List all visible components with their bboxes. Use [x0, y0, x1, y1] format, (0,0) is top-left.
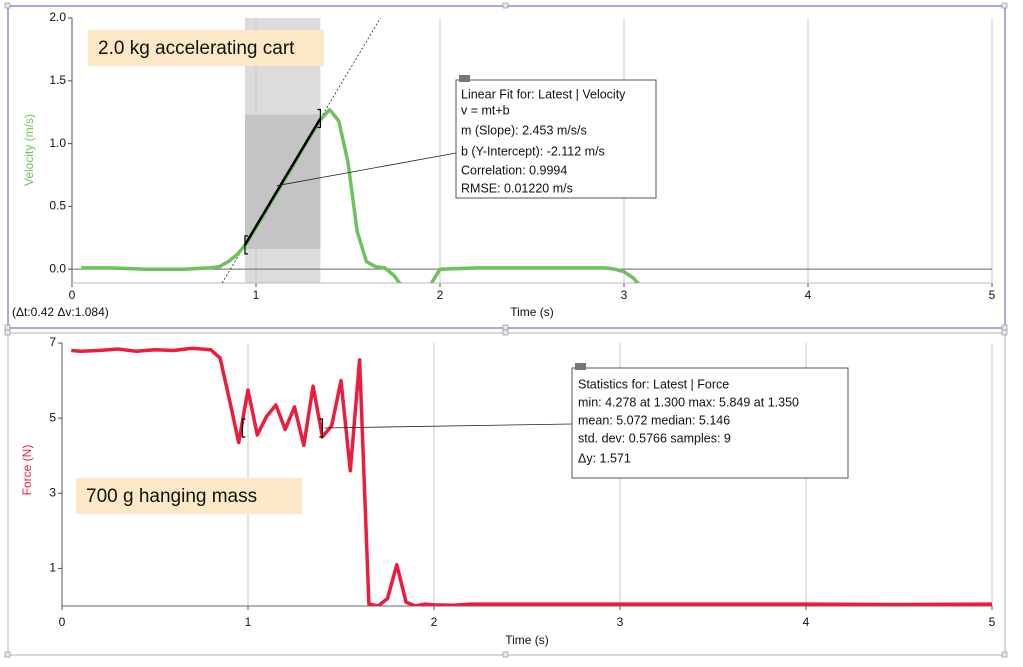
fit-box: Linear Fit for: Latest | Velocity v = mt+… — [455, 75, 657, 199]
x-tick-label: 3 — [621, 288, 628, 302]
x-tick-label: 3 — [617, 615, 624, 629]
x-tick-label: 1 — [253, 288, 260, 302]
y-axis-label: Force (N) — [20, 445, 34, 496]
y-tick-label: 7 — [49, 335, 56, 349]
fit-text: RMSE: 0.01220 m/s — [461, 181, 573, 195]
annotation-box — [76, 478, 302, 514]
y-tick-label: 1.0 — [49, 136, 66, 150]
box-icon — [459, 75, 470, 82]
y-tick-label: 0.0 — [49, 261, 66, 275]
force-graph: 0 1 2 3 4 5 1 3 5 7 Time (s) Force (N) Statistics fo… — [20, 335, 995, 647]
stats-box: Statistics for: Latest | Force min: 4.278… — [571, 363, 849, 479]
annotation-text: 2.0 kg accelerating cart — [98, 38, 295, 59]
y-tick-label: 1 — [49, 561, 56, 575]
y-tick-label: 1.5 — [49, 73, 66, 87]
x-tick-label: 5 — [989, 615, 996, 629]
leader-line — [324, 423, 573, 429]
stats-text: mean: 5.072 median: 5.146 — [578, 413, 730, 427]
leader-line — [276, 152, 457, 187]
fit-line — [243, 117, 322, 246]
fit-text: v = mt+b — [461, 103, 510, 117]
y-tick-label: 5 — [49, 410, 56, 424]
fit-text: Linear Fit for: Latest | Velocity — [461, 87, 626, 101]
selection-bracket — [319, 418, 323, 438]
x-tick-label: 2 — [431, 615, 438, 629]
velocity-graph: 0 1 2 3 4 5 0.0 0.5 1.0 1.5 2.0 Time (s) Velocity (m… — [12, 10, 996, 319]
box-icon — [575, 363, 586, 370]
annotation-box — [88, 30, 324, 66]
delta-label: (Δt:0.42 Δv:1.084) — [12, 305, 109, 319]
x-tick-label: 0 — [69, 288, 76, 302]
x-axis-label: Time (s) — [510, 305, 554, 319]
annotation-text: 700 g hanging mass — [86, 486, 257, 507]
x-tick-label: 5 — [989, 288, 996, 302]
stats-text: min: 4.278 at 1.300 max: 5.849 at 1.350 — [578, 395, 799, 409]
x-tick-label: 0 — [59, 615, 66, 629]
stats-text: Δy: 1.571 — [578, 451, 631, 465]
x-tick-label: 2 — [437, 288, 444, 302]
selection-bracket — [241, 418, 246, 438]
stats-text: Statistics for: Latest | Force — [578, 377, 729, 391]
fit-line-extended — [221, 18, 381, 283]
x-tick-label: 4 — [805, 288, 812, 302]
stats-box-frame — [571, 367, 849, 479]
fit-text: m (Slope): 2.453 m/s/s — [461, 123, 587, 137]
data-line — [71, 346, 992, 606]
y-tick-label: 2.0 — [49, 10, 66, 24]
x-axis-label: Time (s) — [505, 633, 549, 647]
y-axis-label: Velocity (m/s) — [22, 114, 36, 186]
y-tick-label: 3 — [49, 485, 56, 499]
stats-text: std. dev: 0.5766 samples: 9 — [578, 431, 731, 445]
window-handles — [4, 2, 1008, 658]
x-tick-label: 4 — [803, 615, 810, 629]
selection-bracket — [317, 108, 321, 129]
fit-text: Correlation: 0.9994 — [461, 163, 567, 177]
fit-box-frame — [455, 79, 657, 199]
fit-text: b (Y-Intercept): -2.112 m/s — [461, 144, 605, 158]
x-tick-label: 1 — [245, 615, 252, 629]
selection-bracket — [244, 235, 248, 255]
data-line — [81, 107, 641, 283]
y-tick-label: 0.5 — [49, 199, 66, 213]
